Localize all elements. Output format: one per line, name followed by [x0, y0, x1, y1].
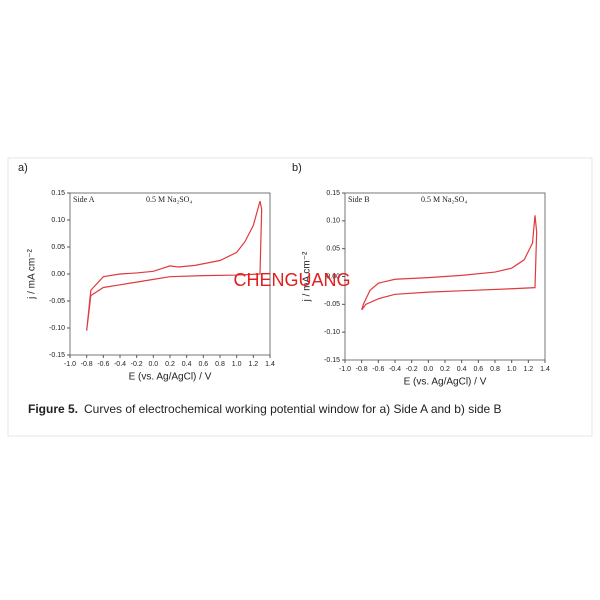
x-tick-label: 1.2	[523, 366, 533, 373]
y-tick-label: 0.05	[51, 244, 65, 251]
y-tick-label: 0.15	[326, 190, 340, 197]
x-tick-label: 1.2	[248, 361, 258, 368]
x-tick-label: 0.2	[165, 361, 175, 368]
x-tick-label: 1.0	[507, 366, 517, 373]
x-tick-label: -0.4	[389, 366, 401, 373]
y-tick-label: 0.00	[326, 273, 340, 280]
caption-text: Curves of electrochemical working potent…	[84, 402, 502, 416]
x-tick-label: -0.4	[114, 361, 126, 368]
x-tick-label: -1.0	[64, 361, 76, 368]
caption-label: Figure 5.	[28, 402, 78, 416]
y-tick-label: -0.10	[49, 325, 65, 332]
y-tick-label: 0.10	[51, 217, 65, 224]
y-tick-label: -0.15	[324, 357, 340, 364]
x-tick-label: -0.8	[81, 361, 93, 368]
y-tick-label: -0.15	[49, 352, 65, 359]
y-tick-label: 0.10	[326, 218, 340, 225]
watermark: CHENGUANG	[233, 270, 350, 290]
x-tick-label: 0.6	[198, 361, 208, 368]
x-tick-label: -0.2	[131, 361, 143, 368]
y-tick-label: 0.05	[326, 246, 340, 253]
x-tick-label: -0.8	[356, 366, 368, 373]
y-tick-label: 0.00	[51, 271, 65, 278]
x-tick-label: 0.0	[423, 366, 433, 373]
x-tick-label: 0.8	[215, 361, 225, 368]
x-tick-label: 0.0	[148, 361, 158, 368]
y-tick-label: -0.05	[324, 301, 340, 308]
y-tick-label: 0.15	[51, 190, 65, 197]
y-tick-label: -0.10	[324, 329, 340, 336]
x-tick-label: 1.0	[232, 361, 242, 368]
x-tick-label: -1.0	[339, 366, 351, 373]
annotation: Side B	[348, 195, 370, 204]
x-tick-label: 0.4	[182, 361, 192, 368]
x-tick-label: 0.2	[440, 366, 450, 373]
x-axis-label: E (vs. Ag/AgCl) / V	[404, 377, 487, 388]
x-tick-label: -0.6	[97, 361, 109, 368]
y-axis-label: j / mA cm⁻²	[27, 248, 38, 299]
y-tick-label: -0.05	[49, 298, 65, 305]
y-axis-label: j / mA cm⁻²	[302, 251, 313, 302]
x-tick-label: 0.8	[490, 366, 500, 373]
x-axis-label: E (vs. Ag/AgCl) / V	[129, 372, 212, 383]
panel-label: b)	[292, 162, 302, 174]
x-tick-label: 1.4	[265, 361, 275, 368]
cv-curve	[361, 215, 538, 311]
x-tick-label: 0.6	[473, 366, 483, 373]
cv-curve	[86, 200, 263, 331]
x-tick-label: 0.4	[457, 366, 467, 373]
annotation: 0.5 M Na₂SO₄	[146, 195, 192, 204]
figure-frame	[7, 157, 593, 437]
panel-label: a)	[18, 162, 28, 174]
annotation: 0.5 M Na₂SO₄	[421, 195, 467, 204]
x-tick-label: 1.4	[540, 366, 550, 373]
annotation: Side A	[73, 195, 95, 204]
x-tick-label: -0.2	[406, 366, 418, 373]
x-tick-label: -0.6	[372, 366, 384, 373]
